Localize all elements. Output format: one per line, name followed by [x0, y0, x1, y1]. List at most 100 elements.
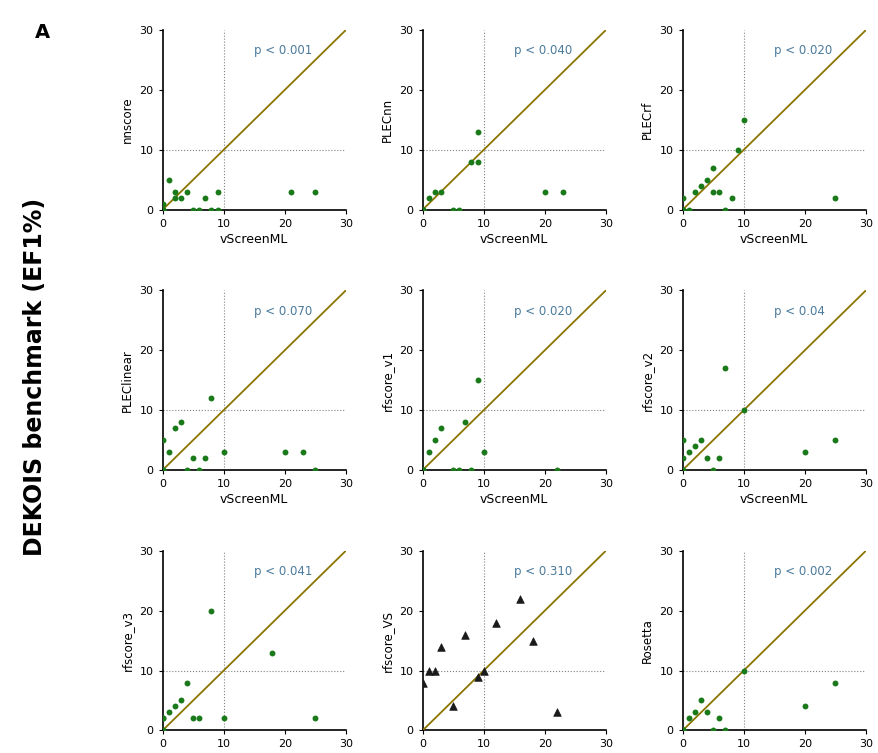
Point [705, 724, 719, 736]
Point [717, 362, 731, 374]
Point [186, 203, 200, 215]
Point [476, 446, 490, 458]
Text: p < 0.310: p < 0.310 [514, 566, 572, 578]
Point [513, 593, 527, 605]
Point [681, 712, 695, 724]
Point [525, 635, 539, 647]
Point [687, 186, 702, 198]
X-axis label: vScreenML: vScreenML [479, 493, 548, 506]
Point [452, 203, 466, 215]
Text: p < 0.041: p < 0.041 [254, 566, 313, 578]
Point [556, 186, 570, 198]
Point [155, 464, 169, 476]
Point [827, 192, 841, 204]
X-axis label: vScreenML: vScreenML [479, 233, 548, 246]
Y-axis label: PLECnn: PLECnn [380, 98, 393, 142]
Point [155, 203, 169, 215]
Point [730, 144, 744, 156]
Point [693, 180, 707, 192]
Point [308, 464, 322, 476]
Point [155, 724, 169, 736]
Point [428, 186, 442, 198]
Point [155, 203, 169, 215]
Y-axis label: rfscore_VS: rfscore_VS [380, 610, 393, 672]
Point [174, 192, 188, 204]
Point [421, 665, 435, 677]
Point [457, 416, 471, 428]
Y-axis label: nnscore: nnscore [121, 96, 133, 143]
Point [675, 464, 689, 476]
Point [736, 665, 750, 677]
Text: p < 0.002: p < 0.002 [774, 566, 831, 578]
Point [192, 203, 206, 215]
Point [717, 203, 731, 215]
Point [415, 464, 429, 476]
Point [211, 203, 225, 215]
Text: A: A [35, 23, 50, 41]
Point [675, 724, 689, 736]
Point [470, 126, 484, 138]
Point [470, 374, 484, 386]
Point [711, 712, 725, 724]
Point [675, 203, 689, 215]
Point [675, 452, 689, 464]
Point [827, 676, 841, 688]
X-axis label: vScreenML: vScreenML [739, 233, 808, 246]
Point [211, 186, 225, 198]
Point [428, 434, 442, 446]
Point [205, 392, 219, 404]
X-axis label: vScreenML: vScreenML [739, 493, 808, 506]
Point [464, 464, 478, 476]
Point [470, 156, 484, 168]
Y-axis label: PLEClinear: PLEClinear [121, 349, 133, 412]
Text: p < 0.040: p < 0.040 [514, 44, 572, 57]
Y-axis label: rfscore_v2: rfscore_v2 [640, 349, 653, 411]
Point [198, 452, 212, 464]
Point [415, 203, 429, 215]
Point [155, 198, 169, 210]
Point [693, 694, 707, 706]
Point [488, 617, 502, 629]
Point [308, 186, 322, 198]
Point [186, 452, 200, 464]
Point [681, 446, 695, 458]
Y-axis label: PLECrf: PLECrf [640, 101, 653, 139]
Point [457, 629, 471, 641]
Point [434, 422, 448, 434]
Point [675, 192, 689, 204]
Y-axis label: rfscore_v3: rfscore_v3 [121, 610, 133, 671]
Point [693, 434, 707, 446]
Point [205, 605, 219, 617]
Point [198, 192, 212, 204]
Point [415, 676, 429, 688]
Point [550, 464, 564, 476]
Point [711, 186, 725, 198]
Point [415, 464, 429, 476]
Point [415, 203, 429, 215]
Text: p < 0.070: p < 0.070 [254, 305, 312, 318]
Point [723, 192, 738, 204]
Point [736, 404, 750, 416]
Text: p < 0.04: p < 0.04 [774, 305, 824, 318]
Point [675, 724, 689, 736]
Point [162, 174, 176, 186]
Point [452, 464, 466, 476]
Text: p < 0.001: p < 0.001 [254, 44, 312, 57]
Point [705, 186, 719, 198]
Point [675, 203, 689, 215]
Point [699, 452, 713, 464]
Point [155, 203, 169, 215]
Point [675, 724, 689, 736]
Point [446, 464, 460, 476]
Point [155, 712, 169, 724]
Point [476, 665, 490, 677]
Point [168, 422, 182, 434]
Point [705, 464, 719, 476]
Point [464, 156, 478, 168]
Point [675, 203, 689, 215]
Point [180, 676, 194, 688]
Point [277, 446, 291, 458]
Point [687, 440, 702, 452]
Point [711, 452, 725, 464]
Point [162, 446, 176, 458]
